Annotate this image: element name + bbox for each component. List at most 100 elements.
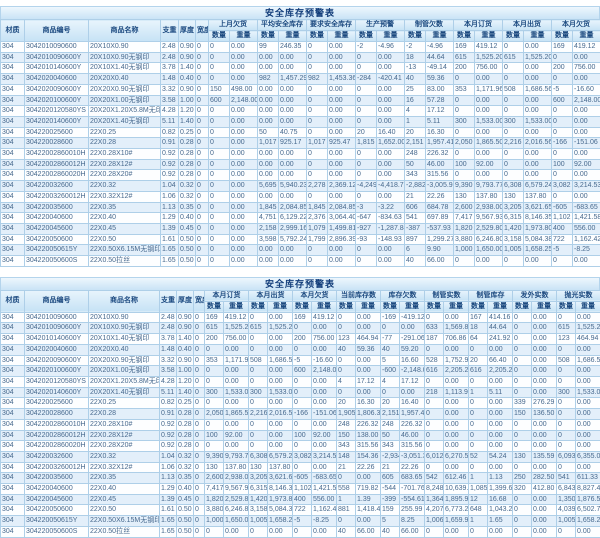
table-cell: 0 bbox=[209, 127, 230, 138]
table-cell: 5,084.38 bbox=[268, 505, 293, 516]
table-cell: 0 bbox=[249, 312, 268, 323]
table-cell: 22X0.28X20# bbox=[89, 441, 160, 452]
table-cell: 0 bbox=[209, 213, 230, 224]
table-cell: 0.00 bbox=[258, 149, 279, 160]
table-cell: 0.00 bbox=[268, 344, 293, 355]
group-header: 本月出货 bbox=[249, 290, 293, 301]
sub-header: 重量 bbox=[573, 31, 600, 42]
table-cell: 0.00 bbox=[444, 409, 469, 420]
table-cell: 0 bbox=[557, 344, 576, 355]
table-cell: 0.00 bbox=[224, 344, 249, 355]
table-cell: 0 bbox=[196, 256, 209, 267]
table-cell: 0 bbox=[337, 366, 356, 377]
table-cell: 64 bbox=[469, 334, 488, 345]
table-cell: 1.40 bbox=[177, 334, 194, 345]
table-cell: 0 bbox=[454, 170, 475, 181]
table-cell: 0 bbox=[552, 170, 573, 181]
table-cell: 0 bbox=[196, 245, 209, 256]
table-cell: 0 bbox=[513, 441, 532, 452]
table-cell: 0 bbox=[209, 42, 230, 53]
table-cell: 3042020090600Y bbox=[25, 84, 89, 95]
table-cell: 353 bbox=[454, 84, 475, 95]
table-cell: 304 bbox=[1, 473, 25, 484]
table-cell: 169 bbox=[205, 312, 224, 323]
table-cell: 18 bbox=[405, 52, 426, 63]
table-cell: 0 bbox=[356, 63, 377, 74]
table-cell: -647 bbox=[356, 213, 377, 224]
table-cell: 1.65 bbox=[160, 516, 177, 527]
table-cell: 1,533.00 bbox=[524, 116, 552, 127]
table-cell: 0 bbox=[194, 473, 205, 484]
table-cell: 0 bbox=[196, 202, 209, 213]
table-cell: 2,016.56 bbox=[268, 409, 293, 420]
table-cell: 464.94 bbox=[356, 334, 381, 345]
table-cell: 2.48 bbox=[161, 42, 179, 53]
table-cell: 20X20X1.00无钢印 bbox=[89, 366, 160, 377]
table-cell: 0 bbox=[307, 52, 328, 63]
table-cell: 4.28 bbox=[161, 106, 179, 117]
table-cell: 1,658.25 bbox=[268, 516, 293, 527]
table-cell: 0.90 bbox=[177, 355, 194, 366]
table-cell: 17.12 bbox=[356, 376, 381, 387]
table-cell: 0 bbox=[194, 526, 205, 537]
table-cell: 1.29 bbox=[160, 484, 177, 495]
group-header: 制管欠数 bbox=[405, 20, 454, 31]
table-cell: 0 bbox=[503, 95, 524, 106]
table-cell: 0 bbox=[454, 256, 475, 267]
table-cell: 44.64 bbox=[488, 323, 513, 334]
table-cell: 304 bbox=[1, 526, 25, 537]
table-cell: 3,214.53 bbox=[573, 181, 600, 192]
table-cell: 0.00 bbox=[230, 127, 258, 138]
table-cell: 66.00 bbox=[426, 256, 454, 267]
table-cell: 1,421.58 bbox=[573, 213, 600, 224]
table-cell: 0 bbox=[307, 149, 328, 160]
table-cell: -4.96 bbox=[377, 42, 405, 53]
table-cell: 0.00 bbox=[224, 419, 249, 430]
table-cell: 46.00 bbox=[400, 430, 425, 441]
table-cell: 2,600 bbox=[454, 202, 475, 213]
table-cell: 40 bbox=[381, 344, 400, 355]
table-cell: 0.40 bbox=[179, 213, 196, 224]
table-cell: 0.00 bbox=[377, 256, 405, 267]
table-cell: 0.00 bbox=[258, 106, 279, 117]
table-cell: 0.00 bbox=[230, 181, 258, 192]
table-cell: 0.00 bbox=[475, 106, 503, 117]
table-cell: 0.00 bbox=[576, 409, 600, 420]
table-cell: 0 bbox=[196, 223, 209, 234]
table-cell: 0 bbox=[249, 419, 268, 430]
table-cell: 22X0.50X6.15M无钢印 bbox=[89, 245, 161, 256]
table-cell: 0.00 bbox=[377, 116, 405, 127]
group-header: 抛光实数 bbox=[557, 290, 600, 301]
table-cell: 0 bbox=[425, 430, 444, 441]
group-header: 本月订货 bbox=[205, 290, 249, 301]
table-cell: 3,064.40 bbox=[328, 213, 356, 224]
table-cell: 5,940.23 bbox=[279, 181, 307, 192]
table-cell: 1.13 bbox=[161, 202, 179, 213]
table-cell: 0.00 bbox=[488, 398, 513, 409]
table-cell: 0 bbox=[209, 159, 230, 170]
table-cell: 200 bbox=[454, 63, 475, 74]
table-cell: 0 bbox=[209, 234, 230, 245]
table-cell: 0 bbox=[249, 344, 268, 355]
table-cell: 925.17 bbox=[279, 138, 307, 149]
table-cell: 4.28 bbox=[160, 376, 177, 387]
table-cell: 241.92 bbox=[488, 334, 513, 345]
table-cell: 0.00 bbox=[328, 84, 356, 95]
table-cell: -2,148.00 bbox=[400, 366, 425, 377]
table-cell: 0.28 bbox=[177, 441, 194, 452]
table-cell: 304220035600 bbox=[25, 202, 89, 213]
table-cell: 0.00 bbox=[258, 191, 279, 202]
table-cell: -4.96 bbox=[426, 42, 454, 53]
table-cell: 0 bbox=[337, 473, 356, 484]
table-cell: 0.00 bbox=[576, 430, 600, 441]
table-cell: 304 bbox=[1, 42, 25, 53]
table-cell: 20X20X0.40 bbox=[89, 74, 161, 85]
table-cell: 0.40 bbox=[177, 344, 194, 355]
table-cell: 1,650.00 bbox=[224, 516, 249, 527]
table-cell: 0 bbox=[196, 84, 209, 95]
table-cell: 0.00 bbox=[224, 376, 249, 387]
table-cell: 0.00 bbox=[230, 170, 258, 181]
table-cell: 2,376 bbox=[307, 213, 328, 224]
group-header: 平均安全库存 bbox=[258, 20, 307, 31]
